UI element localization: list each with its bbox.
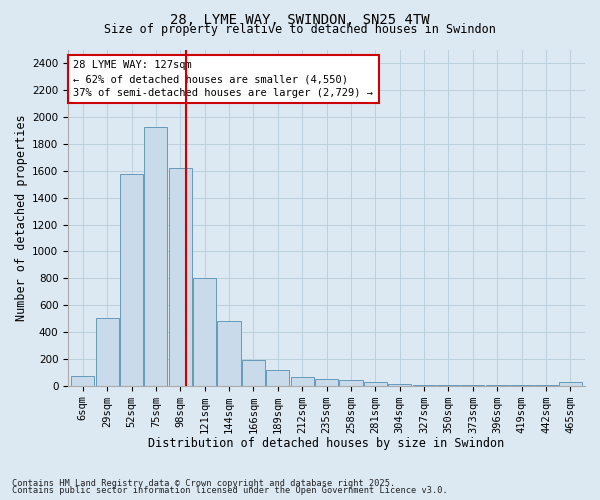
Bar [145, 126, 167, 386]
Bar [71, 376, 94, 386]
Bar [364, 382, 387, 386]
Text: Contains HM Land Registry data © Crown copyright and database right 2025.: Contains HM Land Registry data © Crown c… [12, 478, 395, 488]
Bar [169, 168, 192, 386]
Text: Contains public sector information licensed under the Open Government Licence v3: Contains public sector information licen… [12, 486, 448, 495]
Y-axis label: Number of detached properties: Number of detached properties [15, 114, 28, 321]
Bar [559, 382, 582, 386]
Text: 28, LYME WAY, SWINDON, SN25 4TW: 28, LYME WAY, SWINDON, SN25 4TW [170, 12, 430, 26]
Bar [120, 174, 143, 386]
Bar [242, 360, 265, 386]
X-axis label: Distribution of detached houses by size in Swindon: Distribution of detached houses by size … [148, 437, 505, 450]
Bar [217, 321, 241, 386]
Text: 28 LYME WAY: 127sqm
← 62% of detached houses are smaller (4,550)
37% of semi-det: 28 LYME WAY: 127sqm ← 62% of detached ho… [73, 60, 373, 98]
Bar [340, 380, 362, 386]
Text: Size of property relative to detached houses in Swindon: Size of property relative to detached ho… [104, 22, 496, 36]
Bar [290, 377, 314, 386]
Bar [193, 278, 216, 386]
Bar [315, 379, 338, 386]
Bar [95, 318, 119, 386]
Bar [266, 370, 289, 386]
Bar [388, 384, 411, 386]
Bar [413, 385, 436, 386]
